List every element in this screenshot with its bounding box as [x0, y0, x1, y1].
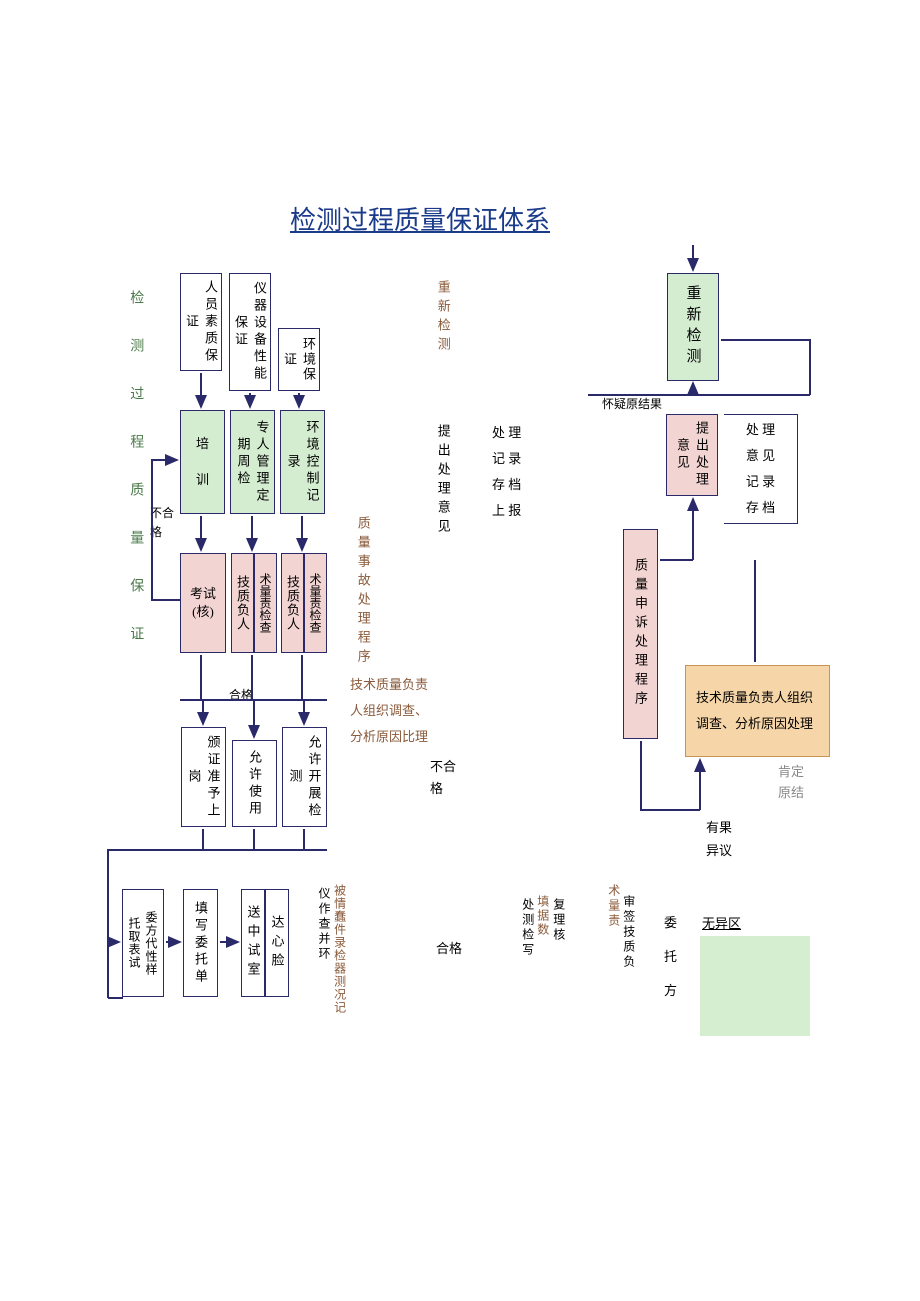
label-tcclyj: 提出处理意见	[430, 424, 455, 547]
label-hyjg: 怀疑原结果	[602, 393, 662, 416]
node-propose-opinion: 提出处理意见	[666, 414, 718, 496]
node-r2-side: 处 理 意 见 记 录 存 档	[724, 414, 798, 524]
label-retest-mid: 重新检测	[430, 280, 455, 365]
node-exam: 考试(核)	[180, 553, 226, 653]
label-bhg2: 不合 格	[430, 756, 456, 800]
node-env-control: 环境控制记录	[280, 410, 325, 514]
node-personnel: 人员素质保证	[180, 273, 222, 371]
label-wyq: 无异区	[702, 912, 741, 937]
node-environment: 环境保证	[278, 328, 320, 391]
label-yg: 有果 异议	[706, 816, 732, 863]
node-green-blank	[700, 936, 810, 1036]
node-training: 培 训	[180, 410, 225, 514]
node-b9: 复理核	[547, 898, 570, 951]
label-jszl-mid: 技术质量负责 人组织调查、 分析原因比理	[350, 672, 428, 750]
label-pass-2: 合格	[436, 937, 462, 962]
node-b3: 送中试室	[241, 889, 265, 997]
node-complaint-proc: 质量申诉处理程序	[623, 529, 658, 739]
node-permit-test: 允许开展检测	[282, 727, 327, 827]
node-tech-check-2b: 术量责检查	[304, 553, 327, 653]
node-permit-use: 允许使用	[232, 740, 277, 827]
side-label: 检测过程质量保证	[116, 290, 155, 674]
node-cert: 颁证准予上岗	[181, 727, 226, 827]
node-tech-check-2a: 技质负人	[281, 553, 304, 653]
node-retest-right: 重新检测	[667, 273, 719, 381]
node-b6: 被情蠢件录检器测况记	[331, 884, 347, 1019]
label-wt: 委 托 方	[664, 915, 677, 999]
label-pass-1: 合格	[229, 684, 253, 707]
node-b2: 填写委托单	[183, 889, 218, 997]
node-equipment: 仪器设备性能保证	[229, 273, 271, 391]
node-tech-check-1a: 技质负人	[231, 553, 254, 653]
node-b1: 托取表试委方代性样	[122, 889, 164, 997]
page-title: 检测过程质量保证体系	[290, 200, 550, 237]
label-zlsg: 质量事故处理程序	[350, 516, 375, 677]
label-fail-left: 不合 格	[150, 504, 174, 542]
label-kdyj: 肯定 原结	[778, 762, 804, 804]
node-tech-check-1b: 术量责检查	[254, 553, 277, 653]
node-b10b: 术量责	[602, 884, 625, 937]
label-cljl: 处 理 记 录 存 档 上 报	[492, 420, 521, 524]
node-investigate: 技术质量负责人组织调查、分析原因处理	[685, 665, 830, 757]
node-b4: 达心脸	[265, 889, 289, 997]
node-management: 专人管理定期周检	[230, 410, 275, 514]
